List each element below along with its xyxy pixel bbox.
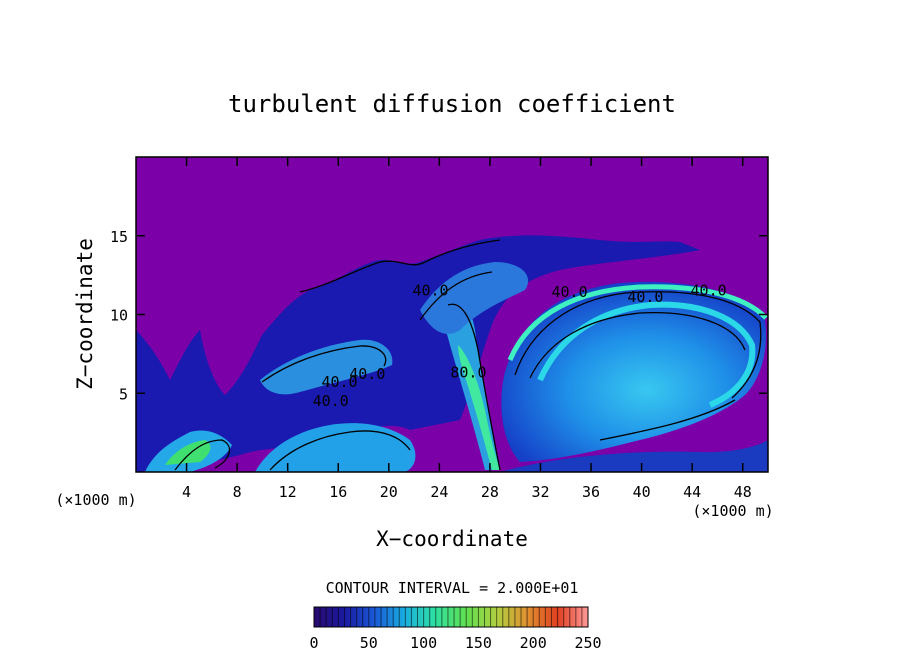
x-tick-label: 48	[734, 483, 752, 501]
colorbar-stripes	[319, 607, 583, 627]
x-tick-label: 44	[683, 483, 701, 501]
colorbar-tick-label: 0	[309, 634, 318, 652]
mid-tongue	[260, 339, 393, 395]
contour-label: 40.0	[313, 392, 349, 410]
contour-lines	[174, 239, 762, 471]
x-tick-label: 12	[279, 483, 297, 501]
contour-label: 40.0	[321, 373, 357, 391]
x-tick-label: 32	[531, 483, 549, 501]
vortex-region	[501, 281, 766, 462]
colorbar-frame	[313, 606, 589, 628]
contour-interval-text: CONTOUR INTERVAL = 2.000E+01	[326, 579, 579, 597]
y-axis-label: Z−coordinate	[73, 238, 97, 390]
x-tick-label: 28	[481, 483, 499, 501]
plume-core	[458, 345, 500, 470]
x-tick-label: 40	[633, 483, 651, 501]
x-axis-label: X−coordinate	[376, 527, 528, 551]
vortex-outer-band	[507, 284, 768, 361]
x-tick-label: 24	[430, 483, 448, 501]
contour-label: 40.0	[627, 288, 663, 306]
colorbar-tick-label: 150	[465, 634, 492, 652]
x-tick-label: 36	[582, 483, 600, 501]
plot-area: 40.0 40.0 40.0 40.080.040.040.040.0	[135, 156, 769, 473]
contour-label: 40.0	[349, 365, 385, 383]
x-tick-label: 16	[329, 483, 347, 501]
chart-title: turbulent diffusion coefficient	[228, 90, 676, 118]
mid-cell	[255, 423, 416, 472]
y-axis: 5 10 15	[110, 228, 768, 403]
colorbar-tick-label: 250	[574, 634, 601, 652]
x-unit-left: (×1000 m)	[55, 491, 136, 509]
heatmap-field: 40.0 40.0 40.0 40.080.040.040.040.0	[136, 235, 768, 472]
contour-labels: 40.0 40.0 40.0 40.080.040.040.040.0	[313, 282, 727, 410]
colorbar: 0 50 100 150 200 250	[309, 606, 602, 652]
y-tick-label: 5	[119, 385, 128, 403]
x-tick-label: 20	[380, 483, 398, 501]
x-tick-label: 4	[182, 483, 191, 501]
colorbar-tick-label: 50	[360, 634, 378, 652]
upper-tongue	[420, 262, 529, 334]
colorbar-ticks: 0 50 100 150 200 250	[309, 634, 601, 652]
y-tick-label: 10	[110, 307, 128, 325]
y-tick-label: 15	[110, 228, 128, 246]
colorbar-tick-label: 100	[410, 634, 437, 652]
x-unit-right: (×1000 m)	[692, 502, 773, 520]
colorbar-tick-label: 200	[520, 634, 547, 652]
x-tick-label: 8	[233, 483, 242, 501]
bottom-band	[500, 440, 768, 472]
contour-label: 80.0	[450, 364, 486, 382]
x-axis: 4 8 12 16 20 24 28 32 36 40 44 48	[182, 157, 752, 501]
contour-label: 40.0	[412, 282, 448, 300]
colorbar-gradient	[314, 607, 588, 627]
vortex-inner-ring	[537, 301, 756, 408]
contour-label: 40.0	[551, 283, 587, 301]
contour-label: 40.0	[691, 282, 727, 300]
turbulent-layer	[136, 235, 700, 472]
